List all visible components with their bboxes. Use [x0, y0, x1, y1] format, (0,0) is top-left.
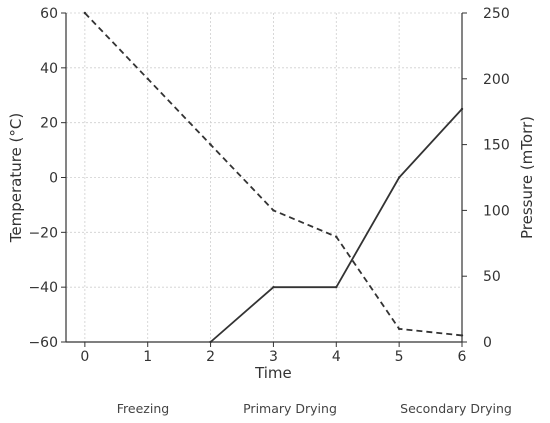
x-tick-label: 0	[80, 349, 89, 365]
y-tick-label: 60	[40, 6, 58, 22]
temperature-point	[272, 285, 275, 289]
y-tick-label: −60	[28, 335, 58, 351]
pressure-point	[83, 11, 87, 15]
pressure-point	[209, 143, 212, 146]
y-tick-label: 20	[40, 116, 58, 132]
y-tick-label: −40	[28, 280, 58, 296]
x-tick-label: 1	[143, 349, 152, 365]
temperature-point	[397, 176, 401, 179]
labels: 0 1 2 3 4 5 6 −60 −40 −20 0 20 40 60 0 50 100 150 200 250 Ti…	[7, 6, 536, 416]
x-tick-label: 4	[332, 349, 341, 365]
x-tick-label: 6	[458, 349, 467, 365]
grid	[66, 12, 463, 343]
x-tick-label: 2	[206, 349, 215, 365]
pressure-point	[397, 327, 401, 331]
phase-label: Secondary Drying	[400, 401, 512, 416]
x-tick-label: 3	[269, 349, 278, 365]
phase-label: Primary Drying	[243, 401, 337, 416]
pressure-point	[272, 209, 275, 212]
y2-tick-label: 100	[483, 203, 510, 219]
y2-tick-label: 250	[483, 6, 510, 22]
y2-tick-label: 50	[483, 269, 501, 285]
y-tick-label: 40	[40, 61, 58, 77]
y2-tick-label: 200	[483, 72, 510, 88]
y-tick-label: 0	[49, 171, 58, 187]
temperature-point	[335, 285, 338, 289]
y-tick-label: −20	[28, 225, 58, 241]
y2-tick-label: 0	[483, 335, 492, 351]
pressure-point	[146, 77, 149, 81]
pressure-point	[335, 235, 338, 238]
y2-tick-label: 150	[483, 138, 510, 154]
x-axis-title: Time	[254, 364, 292, 382]
axes	[61, 12, 467, 347]
x-tick-label: 5	[395, 349, 404, 365]
y2-axis-title: Pressure (mTorr)	[518, 116, 536, 239]
phase-label: Freezing	[117, 401, 169, 416]
y-axis-title: Temperature (°C)	[7, 113, 25, 243]
